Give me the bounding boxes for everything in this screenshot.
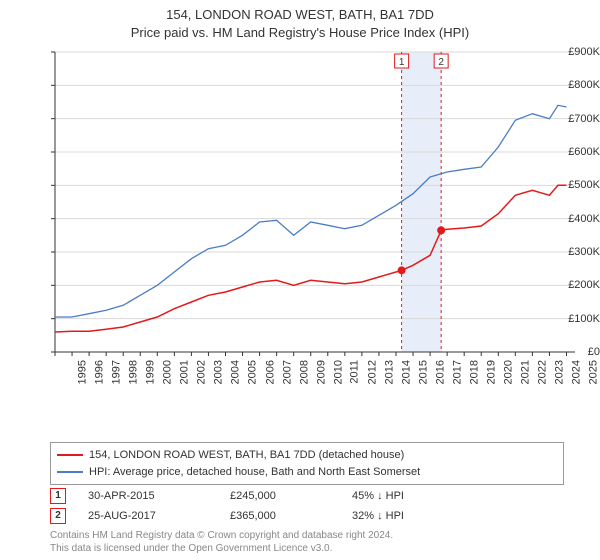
- legend-label: HPI: Average price, detached house, Bath…: [89, 464, 420, 481]
- footer-line1: Contains HM Land Registry data © Crown c…: [50, 530, 550, 543]
- y-tick-label: £0: [553, 346, 600, 358]
- x-tick-label: 2016: [435, 360, 447, 384]
- x-tick-label: 2005: [247, 360, 259, 384]
- chart-area: 12 £0£100K£200K£300K£400K£500K£600K£700K…: [0, 44, 600, 404]
- y-tick-label: £400K: [553, 213, 600, 225]
- x-tick-label: 2008: [298, 360, 310, 384]
- y-tick-label: £500K: [553, 179, 600, 191]
- title-line2: Price paid vs. HM Land Registry's House …: [0, 24, 600, 42]
- x-tick-label: 2020: [503, 360, 515, 384]
- sale-date: 30-APR-2015: [88, 490, 208, 502]
- x-tick-label: 1995: [76, 360, 88, 384]
- x-tick-label: 1999: [145, 360, 157, 384]
- sale-marker-box: 1: [50, 488, 66, 504]
- x-tick-label: 2012: [366, 360, 378, 384]
- x-tick-label: 2001: [179, 360, 191, 384]
- x-tick-label: 2014: [400, 360, 412, 384]
- x-tick-label: 2004: [230, 360, 242, 384]
- x-tick-label: 2018: [469, 360, 481, 384]
- x-tick-label: 2000: [162, 360, 174, 384]
- legend-label: 154, LONDON ROAD WEST, BATH, BA1 7DD (de…: [89, 447, 404, 464]
- title-line1: 154, LONDON ROAD WEST, BATH, BA1 7DD: [0, 6, 600, 24]
- legend-item: HPI: Average price, detached house, Bath…: [57, 464, 557, 481]
- x-tick-label: 2015: [417, 360, 429, 384]
- legend: 154, LONDON ROAD WEST, BATH, BA1 7DD (de…: [50, 442, 564, 485]
- x-tick-label: 2025: [588, 360, 600, 384]
- y-tick-label: £700K: [553, 113, 600, 125]
- x-tick-label: 1997: [111, 360, 123, 384]
- sale-row: 2 25-AUG-2017 £365,000 32% ↓ HPI: [50, 508, 550, 524]
- x-tick-label: 2013: [383, 360, 395, 384]
- x-tick-label: 2009: [315, 360, 327, 384]
- y-tick-label: £100K: [553, 313, 600, 325]
- x-tick-label: 1998: [128, 360, 140, 384]
- svg-text:2: 2: [438, 57, 444, 68]
- sale-delta: 45% ↓ HPI: [352, 490, 404, 502]
- x-tick-label: 2023: [554, 360, 566, 384]
- sale-delta: 32% ↓ HPI: [352, 510, 404, 522]
- x-tick-label: 2006: [264, 360, 276, 384]
- sale-row: 1 30-APR-2015 £245,000 45% ↓ HPI: [50, 488, 550, 504]
- y-tick-label: £900K: [553, 46, 600, 58]
- sale-price: £365,000: [230, 510, 330, 522]
- x-tick-label: 1996: [94, 360, 106, 384]
- legend-swatch: [57, 454, 83, 456]
- x-tick-label: 2022: [537, 360, 549, 384]
- sale-marker-box: 2: [50, 508, 66, 524]
- x-tick-label: 2024: [571, 360, 583, 384]
- x-tick-label: 2021: [520, 360, 532, 384]
- chart-title: 154, LONDON ROAD WEST, BATH, BA1 7DD Pri…: [0, 0, 600, 41]
- x-tick-label: 2011: [348, 360, 360, 384]
- x-tick-label: 2010: [332, 360, 344, 384]
- y-tick-label: £300K: [553, 246, 600, 258]
- x-tick-label: 2002: [196, 360, 208, 384]
- x-tick-label: 2007: [281, 360, 293, 384]
- sales-table: 1 30-APR-2015 £245,000 45% ↓ HPI 2 25-AUG-201…: [50, 488, 550, 528]
- x-tick-label: 2019: [486, 360, 498, 384]
- y-tick-label: £800K: [553, 79, 600, 91]
- sale-price: £245,000: [230, 490, 330, 502]
- sale-date: 25-AUG-2017: [88, 510, 208, 522]
- y-tick-label: £600K: [553, 146, 600, 158]
- x-tick-label: 2003: [213, 360, 225, 384]
- chart-svg: 12: [0, 44, 600, 357]
- x-tick-label: 2017: [452, 360, 464, 384]
- svg-text:1: 1: [399, 57, 405, 68]
- y-tick-label: £200K: [553, 279, 600, 291]
- legend-swatch: [57, 471, 83, 473]
- legend-item: 154, LONDON ROAD WEST, BATH, BA1 7DD (de…: [57, 447, 557, 464]
- footer-line2: This data is licensed under the Open Gov…: [50, 543, 550, 556]
- footer: Contains HM Land Registry data © Crown c…: [50, 530, 550, 555]
